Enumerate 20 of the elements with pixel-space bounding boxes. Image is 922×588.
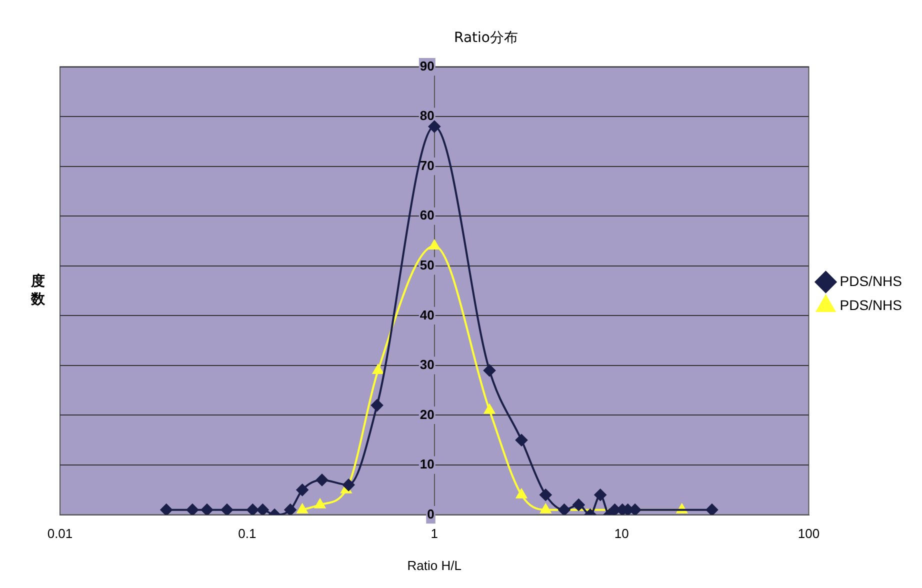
x-tick-label: 10: [614, 526, 629, 542]
y-tick-label: 50: [420, 257, 434, 272]
y-tick-label: 60: [420, 208, 434, 223]
x-tick-label: 0.01: [47, 526, 73, 542]
chart-title: Ratio分布: [454, 30, 518, 46]
x-tick-label: 1: [430, 526, 438, 542]
x-tick-label: 100: [798, 526, 820, 542]
y-tick-label: 90: [420, 58, 434, 74]
y-tick-label: 10: [420, 456, 434, 472]
y-axis-title: 度数: [30, 272, 46, 308]
x-tick-label: 0.1: [238, 526, 256, 542]
legend-label: PDS/NHS: [840, 296, 902, 313]
y-tick-label: 30: [420, 357, 434, 372]
y-tick-label: 70: [420, 158, 434, 173]
y-tick-label: 0: [427, 506, 434, 522]
x-axis-title: Ratio H/L: [407, 558, 462, 573]
legend-label: PDS/NHS: [840, 272, 902, 289]
y-tick-label: 40: [420, 307, 434, 322]
y-tick-label: 20: [420, 406, 434, 422]
y-tick-label: 80: [420, 108, 434, 124]
